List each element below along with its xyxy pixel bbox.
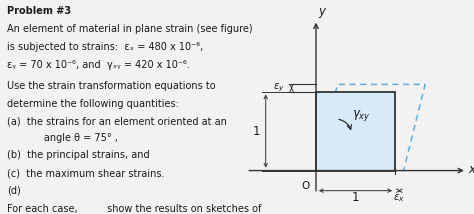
- Text: (c)  the maximum shear strains.: (c) the maximum shear strains.: [8, 168, 165, 178]
- Text: O: O: [301, 181, 310, 191]
- Bar: [316, 92, 395, 171]
- Text: 1: 1: [352, 191, 359, 204]
- Text: (a)  the strains for an element oriented at an: (a) the strains for an element oriented …: [8, 117, 227, 126]
- Text: εᵧ = 70 x 10⁻⁶, and  γₓᵧ = 420 x 10⁻⁶.: εᵧ = 70 x 10⁻⁶, and γₓᵧ = 420 x 10⁻⁶.: [8, 60, 190, 70]
- Text: determine the following quantities:: determine the following quantities:: [8, 99, 179, 109]
- Text: y: y: [318, 5, 325, 18]
- Text: $\epsilon_y$: $\epsilon_y$: [273, 82, 285, 94]
- Text: For each case,: For each case,: [8, 204, 78, 214]
- Text: is subjected to strains:  εₓ = 480 x 10⁻⁶,: is subjected to strains: εₓ = 480 x 10⁻⁶…: [8, 42, 204, 52]
- Text: Use the strain transformation equations to: Use the strain transformation equations …: [8, 81, 216, 91]
- Text: An element of material in plane strain (see figure): An element of material in plane strain (…: [8, 24, 253, 34]
- Text: x: x: [468, 163, 474, 176]
- Text: (b)  the principal strains, and: (b) the principal strains, and: [8, 150, 150, 160]
- Text: 1: 1: [253, 125, 260, 138]
- Text: $\gamma_{xy}$: $\gamma_{xy}$: [352, 108, 371, 123]
- Text: show the results on sketches of: show the results on sketches of: [103, 204, 261, 214]
- Text: Problem #3: Problem #3: [8, 6, 72, 16]
- Text: $\epsilon_x$: $\epsilon_x$: [393, 192, 405, 204]
- Text: angle θ = 75° ,: angle θ = 75° ,: [22, 132, 118, 143]
- Text: (d): (d): [8, 186, 21, 196]
